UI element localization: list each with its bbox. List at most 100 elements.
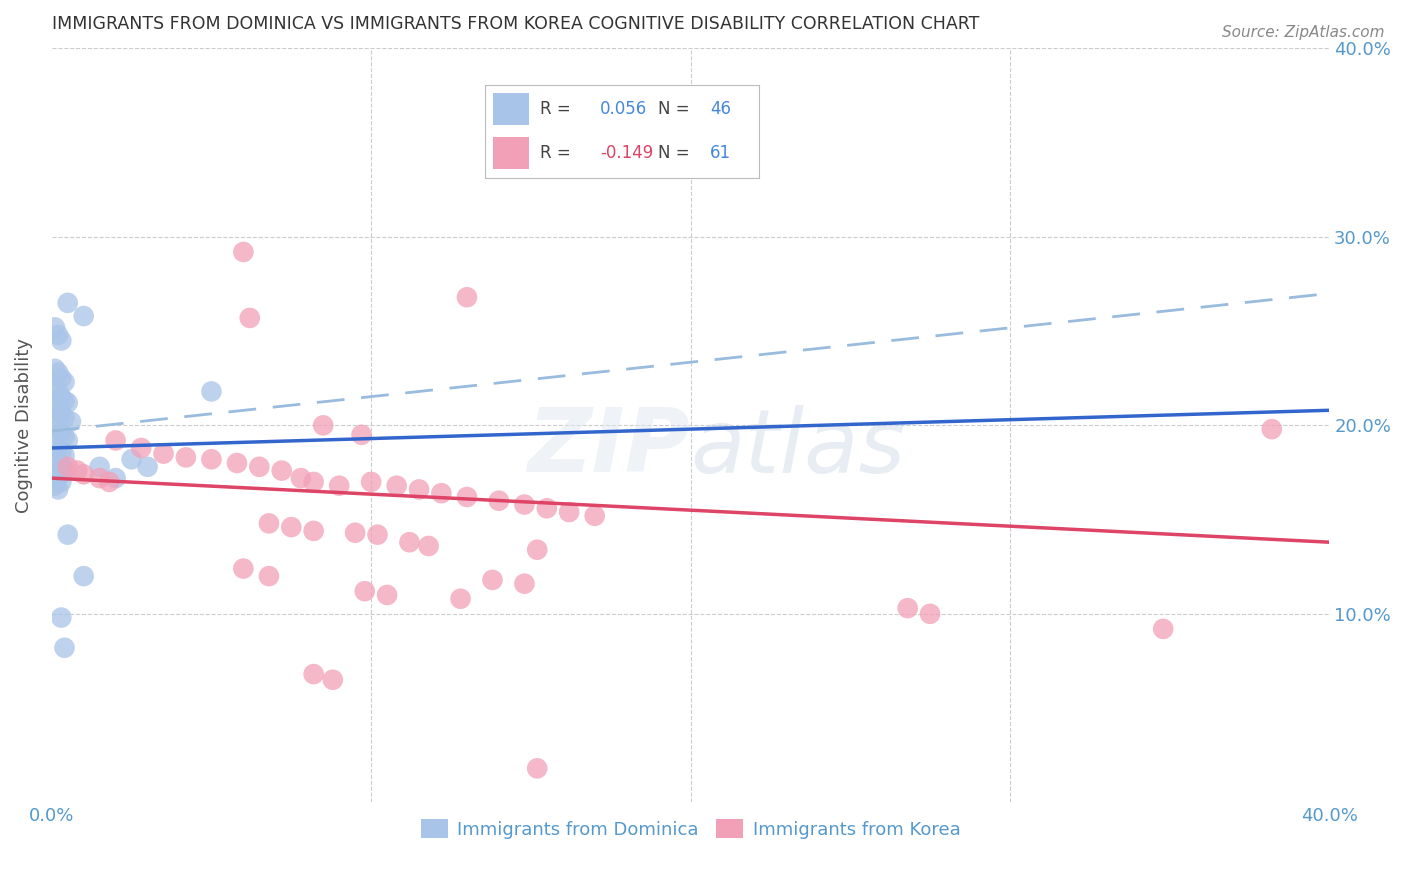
Point: [51, 610, 73, 624]
Text: ZIP: ZIP: [527, 404, 690, 491]
Point: [46, 441, 69, 455]
Text: N =: N =: [658, 100, 689, 118]
Point: [456, 490, 478, 504]
Point: [536, 501, 558, 516]
Point: [51, 390, 73, 404]
Point: [53, 410, 76, 425]
Text: 46: 46: [710, 100, 731, 118]
Point: [66, 464, 89, 478]
Point: [46, 471, 69, 485]
Point: [46, 327, 69, 342]
Point: [526, 542, 548, 557]
Point: [200, 384, 222, 399]
Point: [257, 569, 280, 583]
FancyBboxPatch shape: [494, 137, 529, 169]
Point: [44, 478, 66, 492]
Point: [513, 576, 536, 591]
Point: [53, 449, 76, 463]
Point: [89, 459, 111, 474]
Point: [121, 452, 143, 467]
Point: [46, 403, 69, 417]
Point: [56, 296, 79, 310]
Point: [350, 427, 373, 442]
Point: [73, 569, 96, 583]
Point: [398, 535, 420, 549]
Point: [44, 437, 66, 451]
Point: [136, 459, 159, 474]
Point: [53, 430, 76, 444]
Point: [174, 450, 197, 465]
FancyBboxPatch shape: [494, 93, 529, 125]
Text: R =: R =: [540, 100, 571, 118]
Point: [46, 456, 69, 470]
Point: [302, 524, 325, 538]
Point: [897, 601, 920, 615]
Point: [558, 505, 581, 519]
Point: [328, 478, 350, 492]
Point: [56, 459, 79, 474]
Point: [53, 640, 76, 655]
Text: -0.149: -0.149: [600, 145, 654, 162]
Point: [51, 407, 73, 421]
Point: [488, 493, 510, 508]
Point: [53, 393, 76, 408]
Text: 0.056: 0.056: [600, 100, 648, 118]
Point: [56, 396, 79, 410]
Point: [98, 475, 121, 489]
Point: [344, 525, 367, 540]
Point: [73, 309, 96, 323]
Point: [456, 290, 478, 304]
Point: [1261, 422, 1284, 436]
Point: [44, 418, 66, 433]
Point: [247, 459, 270, 474]
Point: [51, 475, 73, 489]
Point: [583, 508, 606, 523]
Point: [239, 310, 262, 325]
Point: [526, 761, 548, 775]
Point: [450, 591, 472, 606]
Point: [481, 573, 503, 587]
Point: [44, 320, 66, 334]
Point: [513, 498, 536, 512]
Point: [280, 520, 302, 534]
Point: [73, 467, 96, 482]
Point: [44, 467, 66, 482]
Point: [44, 361, 66, 376]
Point: [232, 244, 254, 259]
Point: [257, 516, 280, 531]
Point: [46, 366, 69, 380]
Point: [51, 425, 73, 440]
Point: [200, 452, 222, 467]
Point: [322, 673, 344, 687]
Y-axis label: Cognitive Disability: Cognitive Disability: [15, 338, 32, 513]
Point: [270, 464, 292, 478]
Point: [44, 452, 66, 467]
Point: [53, 464, 76, 478]
Point: [46, 422, 69, 436]
Point: [290, 471, 312, 485]
Point: [46, 384, 69, 399]
Point: [129, 441, 152, 455]
Point: [44, 381, 66, 395]
Point: [360, 475, 382, 489]
Text: atlas: atlas: [690, 405, 905, 491]
Text: IMMIGRANTS FROM DOMINICA VS IMMIGRANTS FROM KOREA COGNITIVE DISABILITY CORRELATI: IMMIGRANTS FROM DOMINICA VS IMMIGRANTS F…: [52, 15, 979, 33]
Point: [353, 584, 375, 599]
Point: [302, 667, 325, 681]
Point: [104, 434, 127, 448]
Point: [418, 539, 440, 553]
Point: [408, 483, 430, 497]
Point: [918, 607, 941, 621]
Point: [59, 415, 82, 429]
Text: R =: R =: [540, 145, 571, 162]
Point: [44, 400, 66, 414]
Point: [51, 459, 73, 474]
Point: [152, 447, 174, 461]
Point: [51, 334, 73, 348]
Point: [312, 418, 335, 433]
Point: [302, 475, 325, 489]
Text: N =: N =: [658, 145, 689, 162]
Point: [51, 371, 73, 385]
Point: [226, 456, 249, 470]
Legend: Immigrants from Dominica, Immigrants from Korea: Immigrants from Dominica, Immigrants fro…: [413, 813, 967, 846]
